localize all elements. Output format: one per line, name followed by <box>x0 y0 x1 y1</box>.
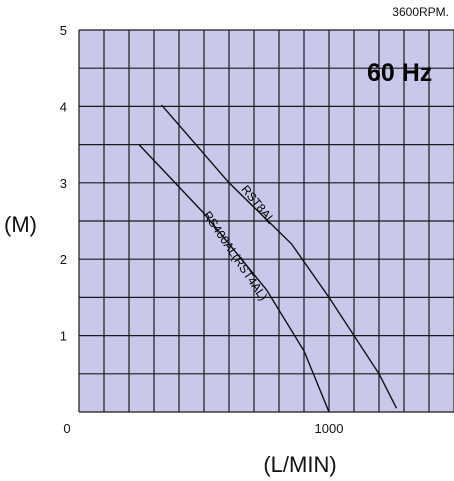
rpm-annotation: 3600RPM. <box>392 5 449 19</box>
frequency-label: 60 Hz <box>367 59 432 87</box>
y-tick-label: 2 <box>60 252 67 267</box>
y-tick-label: 3 <box>60 176 67 191</box>
grid <box>78 29 454 413</box>
y-axis-label: (M) <box>4 212 37 237</box>
x-tick-label: 0 <box>63 421 70 436</box>
x-tick-labels: 0 1000 <box>63 421 343 436</box>
series-line-1 <box>160 104 398 409</box>
x-axis-label: (L/MIN) <box>263 452 336 477</box>
series-line-2 <box>138 144 330 413</box>
curves <box>138 104 398 413</box>
y-tick-labels: 1 2 3 4 5 <box>60 23 67 344</box>
x-tick-label: 1000 <box>315 421 344 436</box>
y-tick-label: 4 <box>60 99 67 114</box>
y-tick-label: 1 <box>60 329 67 344</box>
y-tick-label: 5 <box>60 23 67 38</box>
